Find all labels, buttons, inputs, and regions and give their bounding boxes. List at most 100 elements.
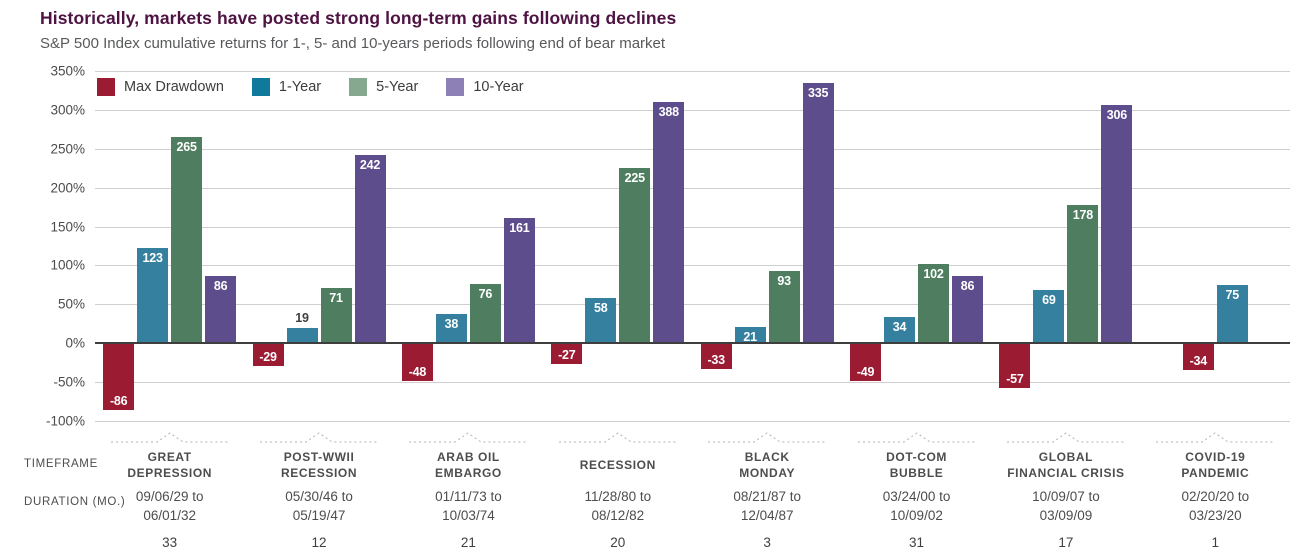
y-tick-label: 150% (50, 219, 85, 235)
bar-slot: 225 (619, 71, 651, 421)
bar-slot: -27 (551, 71, 583, 421)
chart-header: Historically, markets have posted strong… (40, 8, 1272, 52)
bar-value-label: 71 (329, 291, 343, 305)
legend-label: Max Drawdown (124, 79, 224, 95)
bar-max-drawdown-dot-com-bubble: -49 (850, 344, 882, 382)
bar-group-covid-19-pandemic: -34 75 (1141, 71, 1290, 421)
y-tick-label: 250% (50, 141, 85, 157)
bar-value-label: 225 (624, 171, 645, 186)
bar-slot: 75 (1216, 71, 1248, 421)
event-timeframe: 09/06/29 to 06/01/32 (135, 489, 204, 523)
duration-row-label: DURATION (MO.) (24, 496, 126, 508)
plot-area: Max Drawdown 1-Year 5-Year 10-Year -86 123 26… (95, 71, 1290, 422)
bar-1-year-covid-19-pandemic: 75 (1216, 284, 1248, 344)
bar-group-great-depression: -86 123 265 86 (95, 71, 244, 421)
gridline (95, 187, 1290, 189)
gridline (95, 421, 1290, 422)
bar-slot: 242 (354, 71, 386, 421)
event-name: COVID-19 PANDEMIC (1181, 449, 1250, 480)
bar-10-year-global-financial-crisis: 306 (1101, 105, 1133, 344)
bar-max-drawdown-global-financial-crisis: -57 (999, 344, 1031, 388)
event-name: GLOBAL FINANCIAL CRISIS (1007, 449, 1125, 480)
bar-value-label: 388 (658, 105, 679, 120)
bar-group-global-financial-crisis: -57 69 178 306 (991, 71, 1140, 421)
bar-value-label: 306 (1106, 108, 1128, 123)
bar-5-year-black-monday: 93 (768, 270, 800, 344)
footer-groups: GREAT DEPRESSION 09/06/29 to 06/01/32 33 POST… (95, 421, 1290, 559)
bar-value-label: 242 (359, 158, 381, 172)
y-tick-label: 350% (50, 63, 85, 79)
y-tick-label: 300% (50, 102, 85, 118)
legend-label: 10-Year (473, 79, 524, 95)
legend-item-1-year: 1-Year (251, 78, 321, 96)
bar-slot: 123 (137, 71, 169, 421)
y-tick-label: 100% (50, 257, 85, 273)
bar-groups: -86 123 265 86 -29 19 71 242 -48 38 76 161 -27 58 225 3… (95, 71, 1290, 421)
y-axis: 350% 300% 250% 200% 150% 100% 50% 0% -50% -100% (0, 64, 95, 429)
gridline (95, 226, 1290, 228)
bar-value-label: 34 (892, 319, 907, 334)
bar-value-label: -34 (1189, 353, 1208, 368)
event-name: DOT-COM BUBBLE (886, 449, 947, 480)
bar-slot: 388 (653, 71, 685, 421)
bar-1-year-black-monday: 21 (734, 326, 766, 344)
event-duration-months: 33 (162, 534, 178, 550)
event-timeframe: 01/11/73 to 10/03/74 (435, 489, 502, 523)
bar-slot: 34 (884, 71, 916, 421)
bar-max-drawdown-arab-oil-embargo: -48 (401, 344, 433, 381)
footer-group-black-monday: BLACK MONDAY 08/21/87 to 12/04/87 3 (693, 421, 842, 559)
gridline (95, 304, 1290, 306)
legend-swatch-10-year (446, 78, 465, 96)
bar-slot: -49 (850, 71, 882, 421)
event-duration-months: 31 (909, 534, 925, 550)
bar-group-post-wwii-recession: -29 19 71 242 (244, 71, 393, 421)
bar-5-year-post-wwii-recession: 71 (320, 288, 352, 344)
event-duration-months: 3 (763, 534, 771, 550)
footer-group-global-financial-crisis: GLOBAL FINANCIAL CRISIS 10/09/07 to 03/09/0… (991, 421, 1140, 559)
y-tick-label: 200% (50, 180, 85, 196)
bracket-icon (857, 432, 976, 443)
bar-slot: 58 (585, 71, 617, 421)
bar-1-year-dot-com-bubble: 34 (884, 316, 916, 344)
event-duration-months: 12 (311, 534, 327, 550)
footer-group-great-depression: GREAT DEPRESSION 09/06/29 to 06/01/32 33 (95, 421, 244, 559)
bar-value-label: -49 (856, 365, 875, 380)
bar-value-label: 178 (1072, 207, 1094, 222)
zero-axis-line (95, 342, 1290, 345)
bar-value-label: 161 (509, 221, 530, 235)
bar-value-label: -57 (1006, 371, 1024, 386)
bar-value-label: 102 (923, 266, 944, 281)
bar-value-label: -33 (707, 352, 725, 367)
bar-group-arab-oil-embargo: -48 38 76 161 (394, 71, 543, 421)
gridline (95, 71, 1290, 72)
bar-value-label: -48 (408, 364, 427, 379)
bar-slot: 178 (1067, 71, 1099, 421)
bar-value-label: -27 (558, 348, 576, 363)
bar-slot: -34 (1182, 71, 1214, 421)
bar-slot: -29 (252, 71, 284, 421)
bar-10-year-great-depression: 86 (205, 276, 237, 344)
bar-value-label: 69 (1042, 292, 1056, 307)
legend-swatch-max-drawdown (97, 78, 115, 96)
bar-max-drawdown-great-depression: -86 (103, 344, 135, 411)
y-tick-label: 50% (57, 296, 85, 312)
bar-1-year-recession: 58 (585, 298, 617, 344)
bar-5-year-dot-com-bubble: 102 (918, 263, 950, 344)
bar-max-drawdown-post-wwii-recession: -29 (252, 344, 284, 366)
bracket-icon (1006, 432, 1125, 443)
bar-slot: 86 (952, 71, 984, 421)
legend-swatch-1-year (251, 78, 270, 96)
legend: Max Drawdown 1-Year 5-Year 10-Year (97, 78, 524, 96)
event-timeframe: 05/30/46 to 05/19/47 (285, 489, 353, 523)
bar-1-year-arab-oil-embargo: 38 (435, 313, 467, 344)
bar-group-recession: -27 58 225 388 (543, 71, 692, 421)
bar-slot: 265 (171, 71, 203, 421)
footer-row-labels: TIMEFRAME DURATION (MO.) (0, 421, 125, 559)
bar-1-year-post-wwii-recession (286, 328, 318, 344)
legend-item-10-year: 10-Year (446, 78, 524, 96)
bar-slot: -86 (103, 71, 135, 421)
bar-value-label: 265 (176, 140, 197, 155)
event-duration-months: 1 (1211, 534, 1220, 550)
bar-slot: 21 (734, 71, 766, 421)
